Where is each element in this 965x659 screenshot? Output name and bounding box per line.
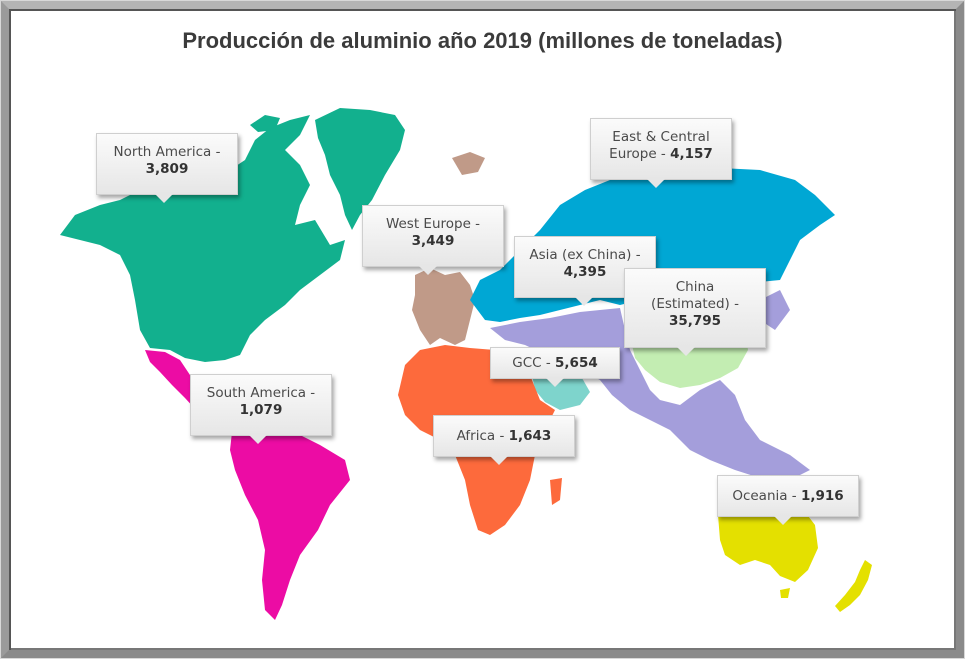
- callout-value: 5,654: [555, 355, 598, 371]
- callout-pointer: [774, 516, 792, 525]
- callout-pointer: [677, 347, 695, 356]
- callout-pointer: [419, 266, 437, 275]
- callout-value: 1,643: [508, 428, 552, 444]
- callout-label: GCC -: [512, 355, 556, 371]
- callout-africa: Africa - 1,643: [433, 415, 575, 465]
- callout-pointer: [575, 297, 593, 306]
- callout-gcc: GCC - 5,654: [490, 347, 620, 387]
- callout-label: Africa -: [456, 428, 509, 444]
- callout-label: West Europe -: [385, 216, 481, 232]
- callout-label: South America -: [206, 385, 316, 401]
- callout-north-america: North America - 3,809: [96, 133, 238, 203]
- callout-label: Asia (ex China) -: [529, 247, 641, 263]
- callout-value: 35,795: [668, 313, 722, 329]
- callout-pointer: [546, 378, 564, 387]
- callout-oceania: Oceania - 1,916: [717, 475, 859, 525]
- callout-pointer: [490, 456, 508, 465]
- region-oceania: [718, 512, 872, 612]
- callout-value: 4,157: [670, 146, 713, 162]
- region-north-america: [60, 108, 405, 362]
- callout-label: China: [675, 279, 715, 295]
- callout-east-central-europe: East & Central Europe - 4,157: [590, 118, 732, 188]
- callout-west-europe: West Europe - 3,449: [362, 205, 504, 275]
- callout-pointer: [155, 194, 173, 203]
- callout-china: China (Estimated) - 35,795: [624, 268, 766, 356]
- callout-label: North America -: [113, 144, 221, 160]
- region-west-europe: [412, 152, 485, 345]
- callout-value: 4,395: [563, 264, 607, 280]
- callout-value: 3,809: [145, 161, 189, 177]
- callout-pointer: [647, 179, 665, 188]
- callout-south-america: South America - 1,079: [190, 374, 332, 444]
- callout-label: Europe -: [609, 146, 671, 162]
- callout-value: 1,916: [800, 488, 844, 504]
- callout-pointer: [249, 435, 267, 444]
- callout-value: 3,449: [411, 233, 455, 249]
- callout-value: 1,079: [239, 402, 283, 418]
- callout-label: Oceania -: [732, 488, 801, 504]
- callout-label: (Estimated) -: [651, 296, 739, 312]
- region-south-america: [230, 425, 350, 620]
- map-title: Producción de aluminio año 2019 (millone…: [182, 28, 783, 53]
- callout-label: East & Central: [612, 129, 710, 145]
